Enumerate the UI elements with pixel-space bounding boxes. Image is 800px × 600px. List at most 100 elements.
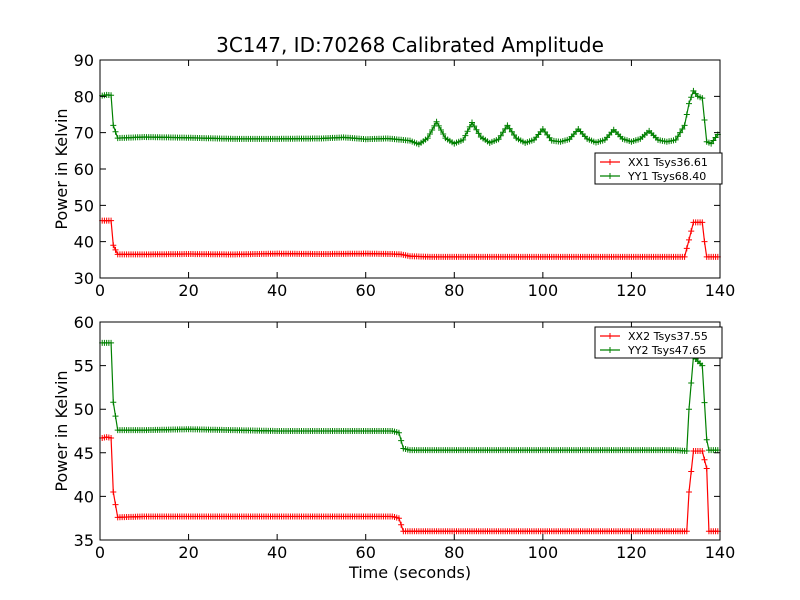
data-point [108,434,115,441]
data-point [511,131,518,138]
data-point [710,137,717,144]
x-tick-label: 140 [705,281,736,300]
data-point [681,253,688,260]
data-point [497,132,504,139]
y-axis-label: Power in Kelvin [52,108,71,229]
data-point [681,122,688,129]
legend-marker [607,173,613,179]
data-point [110,399,117,406]
data-point [110,242,117,249]
data-point [699,219,706,226]
data-point [108,339,115,346]
top-subplot: 0 20 40 60 80 100 120 140 30 40 50 60 70 80 90 Power in… [52,51,735,300]
x-tick-label: 0 [95,281,105,300]
x-tick-label: 20 [178,281,198,300]
data-point [701,456,708,463]
legend-marker [607,347,613,353]
data-point [508,128,515,135]
x-tick-label: 100 [528,281,559,300]
data-point [688,380,695,387]
x-tick-label: 100 [528,543,559,562]
series-1-1 [99,217,721,260]
data-point [712,134,719,141]
data-point [110,122,117,129]
x-tick-label: 80 [444,543,464,562]
data-point [672,136,679,143]
data-point [112,246,119,253]
legend-label: YY1 Tsys68.40 [627,170,706,183]
legend-label: YY2 Tsys47.65 [627,344,706,357]
y-tick-label: 70 [74,124,94,143]
data-point [475,130,482,137]
data-point [433,118,440,125]
data-point [460,136,467,143]
data-point [440,131,447,138]
data-point [464,128,471,135]
data-point [677,129,684,136]
data-point [435,122,442,129]
x-tick-label: 20 [178,543,198,562]
data-point [469,119,475,126]
data-point [438,126,444,133]
legend-marker [607,159,613,165]
x-tick-label: 40 [267,281,287,300]
data-point [473,126,480,133]
x-axis-label: Time (seconds) [348,563,471,582]
data-point [701,116,708,123]
x-tick-label: 120 [616,281,647,300]
data-point [683,245,690,252]
data-point [688,468,695,475]
y-tick-label: 50 [74,196,94,215]
y-tick-label: 35 [74,531,94,550]
legend-box [594,152,723,185]
axes-frame [99,321,721,541]
data-point [471,123,478,130]
data-point [504,122,511,129]
y-tick-label: 60 [74,313,94,332]
data-point [699,95,706,102]
data-point [429,126,436,133]
data-point [686,100,692,107]
y-tick-label: 60 [74,160,94,179]
y-tick-label: 45 [74,444,94,463]
data-point [688,228,695,235]
data-point [701,238,708,245]
y-tick-label: 40 [74,487,94,506]
x-tick-label: 60 [356,543,376,562]
data-point [108,217,115,224]
data-point [699,448,706,455]
data-point [703,465,710,472]
chart-title: 3C147, ID:70268 Calibrated Amplitude [216,33,604,57]
data-point [686,489,692,496]
data-point [683,111,690,118]
y-tick-label: 50 [74,400,94,419]
data-point [708,140,715,147]
data-point [500,129,506,136]
data-point [686,236,692,243]
y-tick-label: 55 [74,357,94,376]
x-tick-label: 60 [356,281,376,300]
legend-label: XX2 Tsys37.55 [628,330,708,343]
legend-box [594,326,723,359]
y-tick-label: 90 [74,51,94,70]
series-2-1 [99,434,721,535]
data-point [703,436,710,443]
data-point [395,515,402,522]
x-tick-label: 80 [444,281,464,300]
y-tick-label: 40 [74,233,94,252]
data-point [701,399,708,406]
data-point [699,362,706,369]
data-point [112,501,119,508]
y-axis-label: Power in Kelvin [52,370,71,491]
data-point [110,489,117,496]
data-point [108,92,115,99]
y-tick-label: 30 [74,269,94,288]
x-tick-label: 40 [267,543,287,562]
x-tick-label: 140 [705,543,736,562]
bottom-subplot: 0 20 40 60 80 100 120 140 35 40 45 50 55 60 Power in K… [52,313,735,582]
data-point [688,94,695,101]
data-point [495,136,502,143]
